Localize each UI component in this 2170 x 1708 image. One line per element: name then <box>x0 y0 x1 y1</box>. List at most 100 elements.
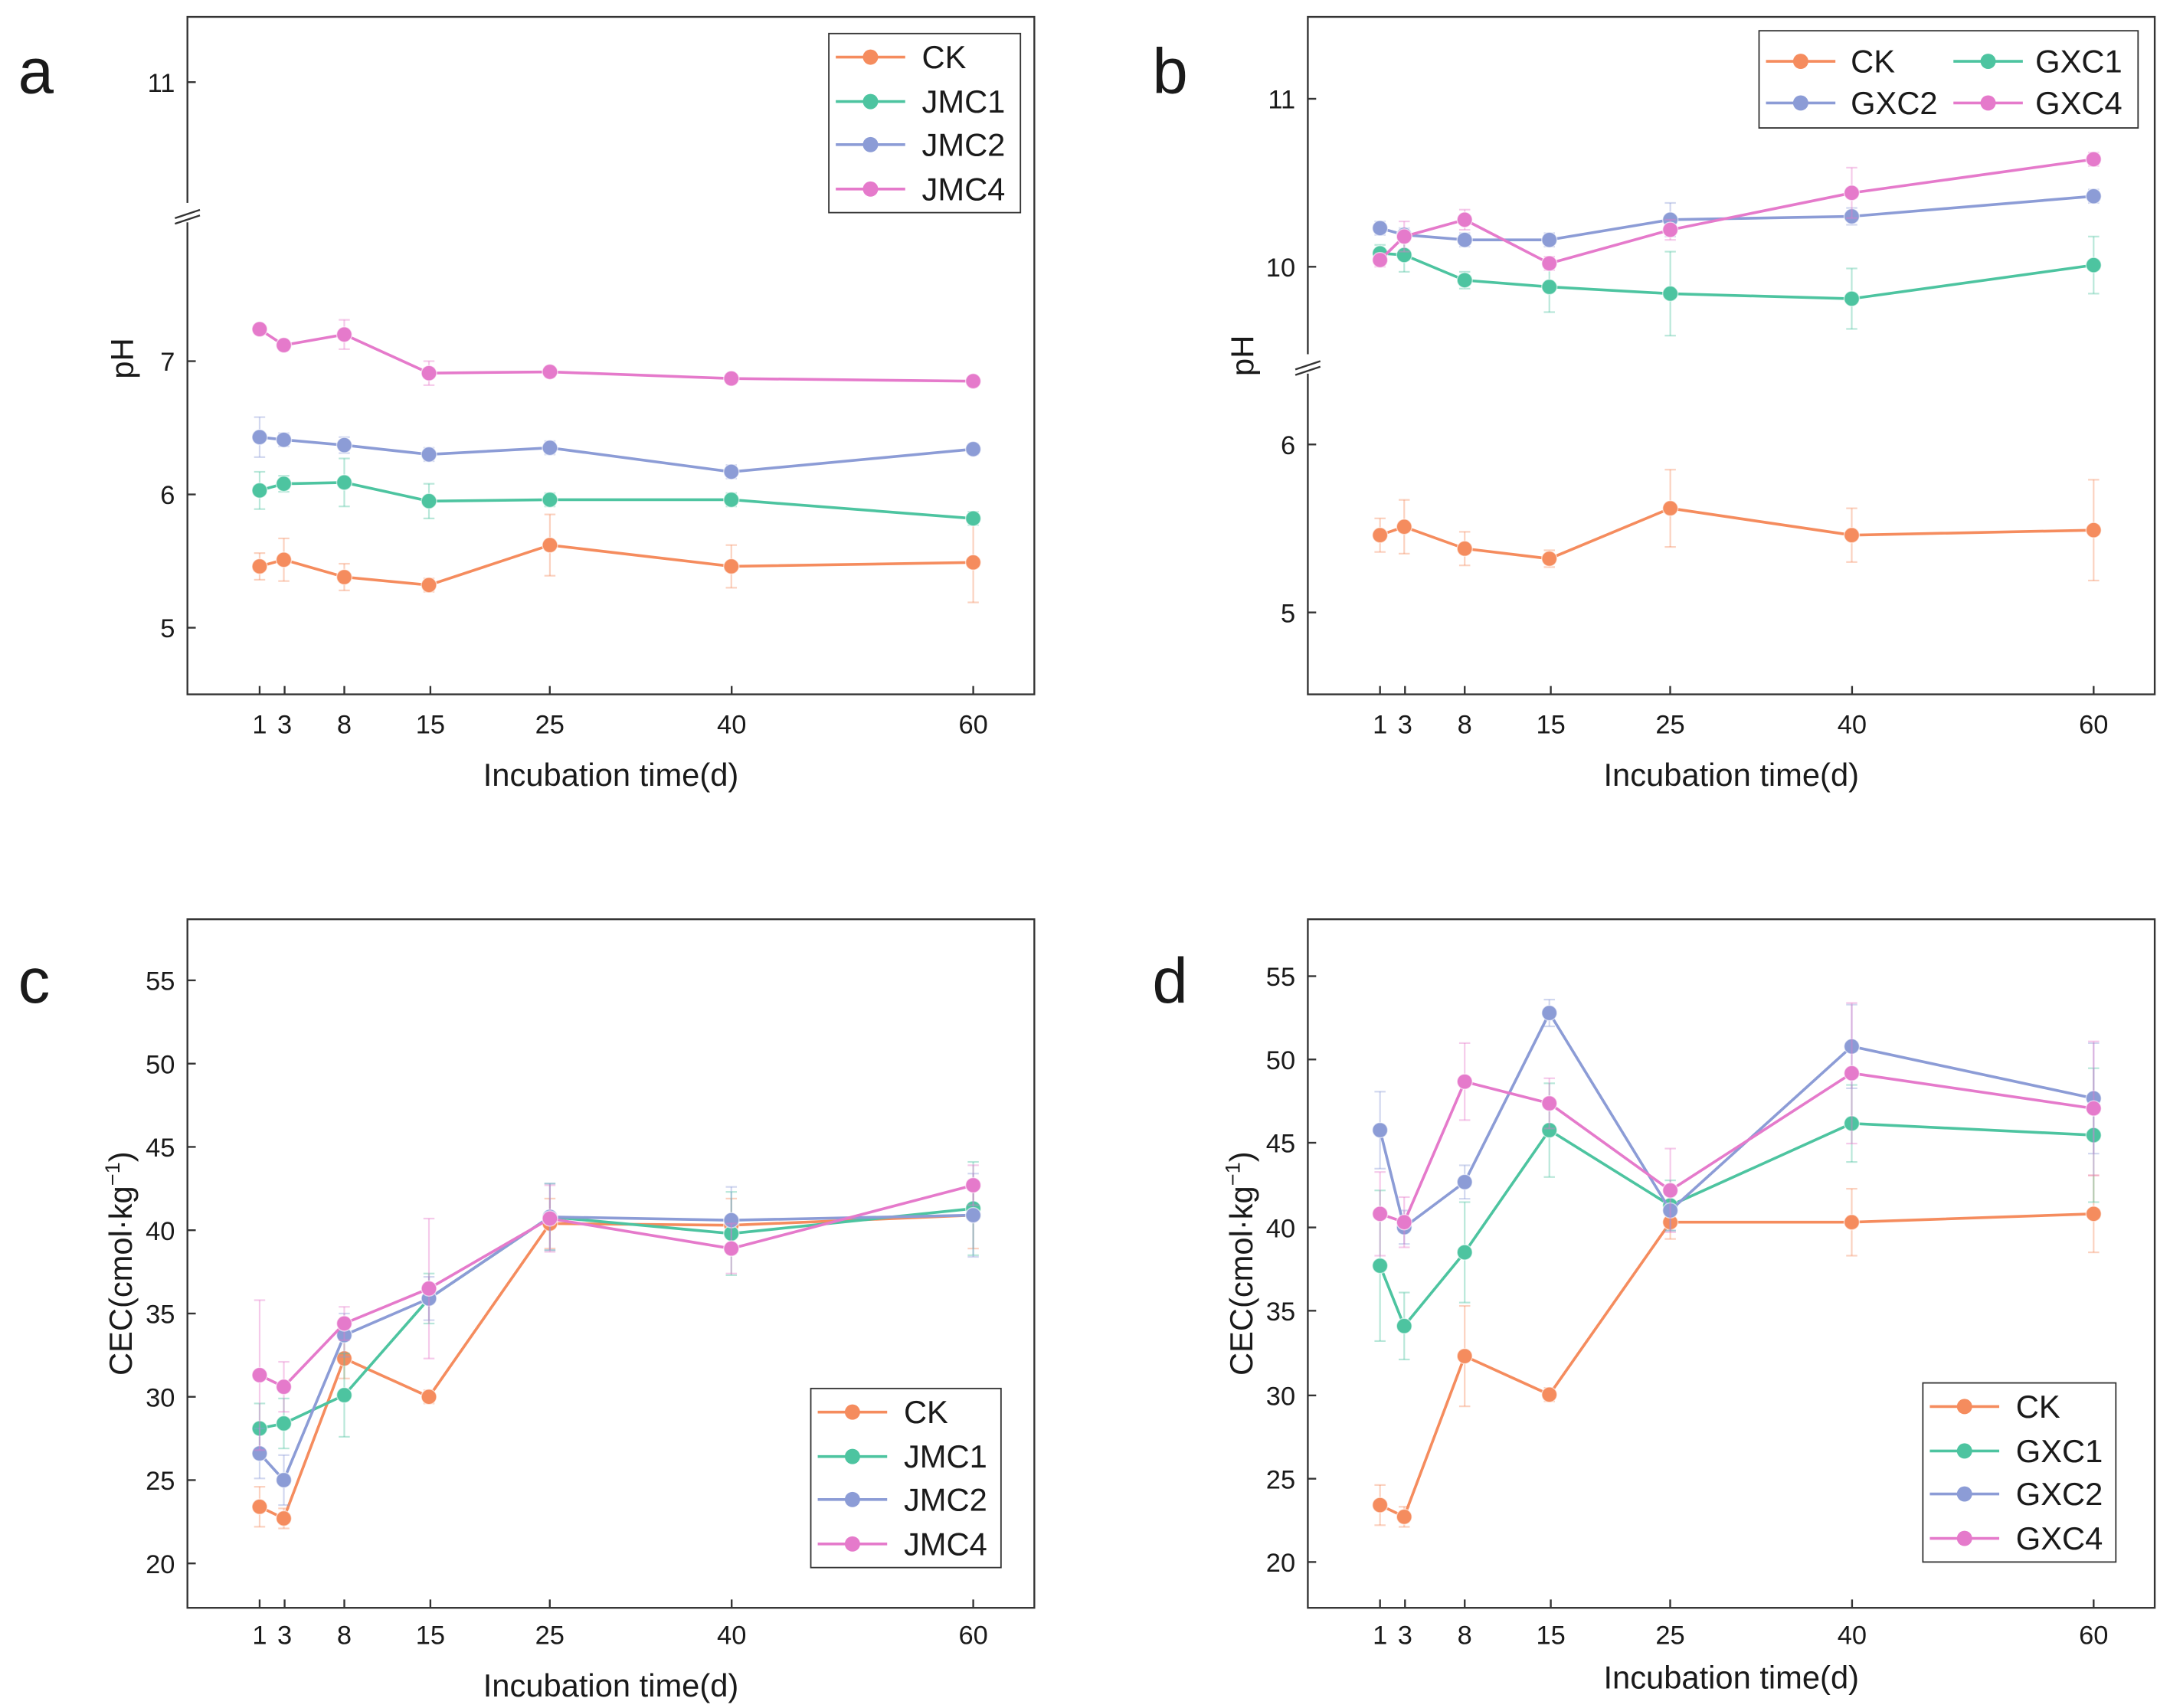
data-point-jmc1 <box>251 1420 268 1437</box>
series-jmc2 <box>251 416 982 480</box>
data-point-gxc4 <box>1371 251 1389 269</box>
data-point-jmc4 <box>723 370 740 387</box>
x-tick-label: 40 <box>1838 1621 1867 1650</box>
data-point-jmc1 <box>421 492 437 509</box>
legend-marker-jmc2 <box>862 136 879 152</box>
data-point-gxc2 <box>2085 188 2103 205</box>
data-point-jmc2 <box>421 446 437 463</box>
data-point-jmc4 <box>964 1176 982 1194</box>
series-ck <box>1371 469 2103 582</box>
data-point-ck <box>1541 550 1558 568</box>
legend-marker-jmc1 <box>844 1448 860 1464</box>
y-tick-label: 30 <box>146 1383 175 1412</box>
panel-b-axis-break <box>1294 354 1321 376</box>
data-point-gxc1 <box>1843 1115 1861 1132</box>
panel-a-x-ticks: 1 3 8 15 25 40 60 <box>252 685 988 739</box>
y-tick-label: 6 <box>1281 431 1295 460</box>
panel-a-series <box>251 319 982 604</box>
data-point-jmc1 <box>251 482 268 499</box>
data-point-gxc2 <box>1456 1173 1473 1191</box>
x-tick-label: 15 <box>1536 710 1565 739</box>
data-point-gxc1 <box>2085 1127 2103 1144</box>
x-tick-label: 3 <box>277 1621 292 1650</box>
legend-label-gxc1: GXC1 <box>2016 1433 2103 1469</box>
x-tick-label: 40 <box>1838 710 1867 739</box>
data-point-jmc1 <box>964 510 982 527</box>
x-tick-label: 8 <box>337 710 352 739</box>
data-point-jmc1 <box>275 475 293 492</box>
legend-marker-jmc4 <box>844 1536 860 1552</box>
data-point-gxc1 <box>1843 290 1861 307</box>
data-point-gxc4 <box>1371 1206 1389 1222</box>
data-point-ck <box>1843 527 1861 544</box>
legend-label-jmc2: JMC2 <box>922 126 1006 162</box>
data-point-gxc4 <box>1661 1182 1679 1199</box>
y-tick-label: 6 <box>160 481 175 510</box>
y-title-close: ) <box>1223 1151 1259 1162</box>
data-point-gxc2 <box>1843 1038 1861 1055</box>
data-point-jmc2 <box>723 463 740 480</box>
panel-c-legend: CK JMC1 JMC2 JMC4 <box>810 1387 1002 1569</box>
legend-box <box>810 1387 1002 1569</box>
x-tick-label: 25 <box>1655 710 1684 739</box>
panel-d-x-ticks: 1 3 8 15 25 40 60 <box>1373 1599 2108 1650</box>
x-tick-label: 1 <box>1373 710 1387 739</box>
data-point-gxc2 <box>1371 220 1389 237</box>
data-point-gxc4 <box>1541 255 1558 272</box>
legend-label-ck: CK <box>1851 44 1895 80</box>
data-point-gxc2 <box>1541 231 1558 248</box>
data-point-gxc1 <box>2085 257 2103 273</box>
legend-label-gxc1: GXC1 <box>2035 44 2122 80</box>
data-point-ck <box>275 551 293 568</box>
panel-b-x-axis-title: Incubation time(d) <box>1603 757 1859 793</box>
series-jmc1 <box>251 457 982 527</box>
y-tick-label: 35 <box>146 1301 175 1330</box>
data-point-gxc1 <box>1371 1257 1389 1274</box>
data-point-jmc1 <box>723 491 740 509</box>
panel-a-y-ticks: 11 7 6 5 <box>148 69 196 643</box>
legend-marker-gxc4 <box>1956 1530 1972 1546</box>
x-tick-label: 8 <box>1458 1621 1472 1650</box>
x-tick-label: 3 <box>277 710 292 739</box>
panel-b-y-axis-title: pH <box>1225 335 1261 376</box>
panel-b: b 11 10 6 5 1 3 8 15 25 <box>1152 15 2156 793</box>
series-line-jmc2 <box>259 435 974 473</box>
data-point-ck <box>1396 519 1412 535</box>
data-point-gxc1 <box>1456 1244 1473 1261</box>
series-line-ck <box>259 543 974 587</box>
data-point-jmc4 <box>964 372 982 390</box>
data-point-jmc4 <box>275 1378 293 1396</box>
data-point-ck <box>251 1498 268 1515</box>
data-point-ck <box>421 1389 437 1405</box>
data-point-ck <box>1661 499 1679 517</box>
panel-b-letter: b <box>1152 36 1187 107</box>
legend-marker-ck <box>844 1404 860 1420</box>
data-point-ck <box>1541 1386 1558 1403</box>
legend-box <box>828 32 1022 214</box>
y-tick-label: 55 <box>146 967 175 996</box>
panel-a-x-axis-title: Incubation time(d) <box>483 757 739 793</box>
series-line-ck <box>1380 506 2094 561</box>
data-point-gxc4 <box>2085 1100 2103 1117</box>
data-point-jmc1 <box>542 491 558 509</box>
x-tick-label: 15 <box>416 1621 445 1650</box>
data-point-gxc1 <box>1541 1121 1558 1139</box>
panel-a-legend: CK JMC1 JMC2 JMC4 <box>828 32 1022 214</box>
data-point-jmc4 <box>421 365 437 381</box>
x-tick-label: 15 <box>1536 1621 1565 1650</box>
legend-label-gxc2: GXC2 <box>2016 1476 2103 1512</box>
data-point-jmc2 <box>275 431 293 448</box>
data-point-jmc2 <box>251 429 268 446</box>
series-jmc4 <box>251 319 982 390</box>
panel-c-y-ticks: 20 25 30 35 40 45 50 55 <box>146 967 196 1579</box>
x-tick-label: 25 <box>1655 1621 1684 1650</box>
legend-marker-ck <box>862 49 879 65</box>
y-tick-label: 35 <box>1266 1297 1295 1327</box>
legend-label-jmc4: JMC4 <box>922 171 1006 207</box>
series-line-gxc4 <box>1379 158 2094 265</box>
data-point-gxc1 <box>1456 272 1473 289</box>
legend-label-jmc1: JMC1 <box>904 1438 987 1474</box>
y-tick-label: 5 <box>1281 599 1295 628</box>
panel-d: d 20 25 30 35 40 45 50 55 1 3 8 <box>1152 918 2156 1695</box>
